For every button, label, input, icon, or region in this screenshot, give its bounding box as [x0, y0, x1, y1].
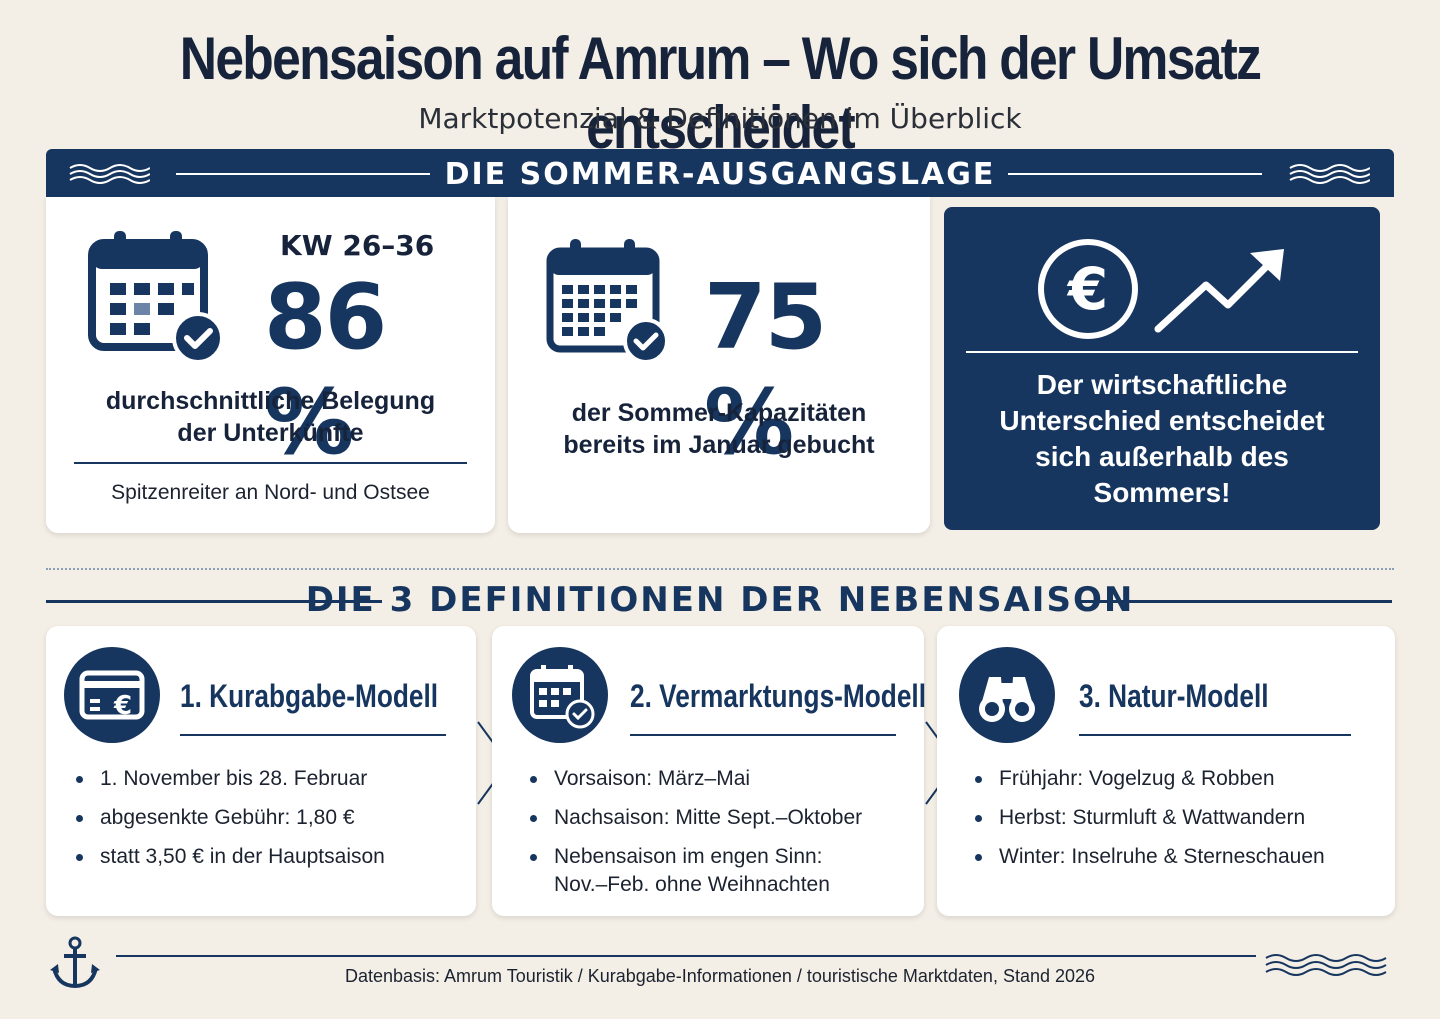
page-subtitle: Marktpotenzial & Definitionen im Überbli…: [418, 102, 1022, 135]
calendar-check-icon: [88, 231, 224, 364]
occupancy-note: Spitzenreiter an Nord- und Ostsee: [111, 481, 430, 504]
occupancy-value: 86 %: [264, 265, 387, 475]
calendar-check-icon: [530, 665, 595, 729]
euro-icon: €: [1038, 239, 1138, 339]
model-underline: [1079, 734, 1351, 736]
banner-divider: [176, 173, 430, 175]
booking-description-line: der Sommer-Kapazitäten: [571, 399, 867, 427]
summer-banner: DIE SOMMER-AUSGANGSLAGE: [46, 149, 1394, 197]
insight-text: Der wirtschaftliche Unterschied entschei…: [944, 367, 1380, 511]
model-bullet-list: 1. November bis 28. Februar abgesenkte G…: [74, 765, 385, 882]
list-item: Nebensaison im engen Sinn: Nov.–Feb. ohn…: [528, 843, 862, 899]
occupancy-divider: [74, 462, 467, 464]
svg-text:€: €: [113, 691, 132, 721]
model-underline: [180, 734, 446, 736]
summer-banner-title: DIE SOMMER-AUSGANGSLAGE: [444, 157, 996, 192]
anchor-icon: [50, 936, 100, 989]
list-item: abgesenkte Gebühr: 1,80 €: [74, 804, 385, 832]
list-item: 1. November bis 28. Februar: [74, 765, 385, 793]
model-underline: [630, 734, 896, 736]
model-title: 1. Kurabgabe-Modell: [180, 678, 439, 714]
insight-text-line: Sommers!: [1093, 477, 1231, 508]
insight-text-line: sich außerhalb des: [1035, 441, 1289, 472]
occupancy-description-line: der Unterkünfte: [177, 419, 364, 447]
page-title: Nebensaison auf Amrum – Wo sich der Umsa…: [179, 25, 1262, 161]
insight-divider: [966, 351, 1358, 353]
list-item: Frühjahr: Vogelzug & Robben: [973, 765, 1325, 793]
section-divider: [46, 568, 1394, 570]
list-item: Winter: Inselruhe & Sterneschauen: [973, 843, 1325, 871]
binoculars-icon: [979, 677, 1035, 722]
model-card-vermarktung: 2. Vermarktungs-Modell Vorsaison: März–M…: [492, 626, 927, 916]
list-item: Herbst: Sturmluft & Wattwandern: [973, 804, 1325, 832]
model-icon-circle: [959, 647, 1055, 743]
booking-card: 75 % der Sommer-Kapazitäten bereits im J…: [508, 197, 930, 533]
footer-divider: [116, 955, 1256, 957]
model-title: 2. Vermarktungs-Modell: [630, 678, 927, 714]
list-item: Vorsaison: März–Mai: [528, 765, 862, 793]
banner-divider: [1008, 173, 1262, 175]
booking-value: 75 %: [704, 265, 827, 475]
model-icon-circle: €: [64, 647, 160, 743]
list-item: statt 3,50 € in der Hauptsaison: [74, 843, 385, 871]
model-card-natur: 3. Natur-Modell Frühjahr: Vogelzug & Rob…: [937, 626, 1395, 916]
occupancy-card: KW 26–36 86 % durchschnittliche Belegung…: [46, 197, 495, 533]
model-bullet-list: Frühjahr: Vogelzug & Robben Herbst: Stur…: [973, 765, 1325, 882]
wave-icon: [1289, 164, 1370, 184]
model-card-kurabgabe: € 1. Kurabgabe-Modell 1. November bis 28…: [46, 626, 476, 916]
trend-up-arrow-icon: [1154, 249, 1284, 333]
insight-text-line: Der wirtschaftliche: [1036, 369, 1288, 400]
model-title: 3. Natur-Modell: [1079, 678, 1269, 714]
occupancy-week-label: KW 26–36: [280, 229, 435, 262]
footer-source: Datenbasis: Amrum Touristik / Kurabgabe-…: [344, 966, 1096, 986]
definitions-heading: DIE 3 DEFINITIONEN DER NEBENSAISON: [305, 580, 1135, 620]
booking-description-line: bereits im Januar gebucht: [563, 431, 875, 459]
list-item-line: Nebensaison im engen Sinn:: [554, 845, 823, 868]
svg-text:€: €: [1066, 255, 1108, 323]
list-item-line: Nov.–Feb. ohne Weihnachten: [554, 873, 830, 896]
heading-line: [1080, 600, 1392, 603]
wave-icon: [69, 164, 150, 184]
list-item: Nachsaison: Mitte Sept.–Oktober: [528, 804, 862, 832]
model-bullet-list: Vorsaison: März–Mai Nachsaison: Mitte Se…: [528, 765, 862, 899]
wave-icon: [1265, 954, 1387, 976]
insight-card: € Der wirtschaftliche Unterschied entsch…: [944, 207, 1380, 530]
calendar-check-icon: [546, 239, 669, 363]
heading-line: [46, 600, 382, 603]
model-icon-circle: [512, 647, 608, 743]
occupancy-description: durchschnittliche Belegung der Unterkünf…: [46, 385, 495, 449]
insight-text-line: Unterschied entscheidet: [999, 405, 1325, 436]
booking-description: der Sommer-Kapazitäten bereits im Januar…: [508, 397, 930, 461]
card-euro-icon: €: [79, 670, 145, 721]
occupancy-description-line: durchschnittliche Belegung: [105, 387, 436, 415]
